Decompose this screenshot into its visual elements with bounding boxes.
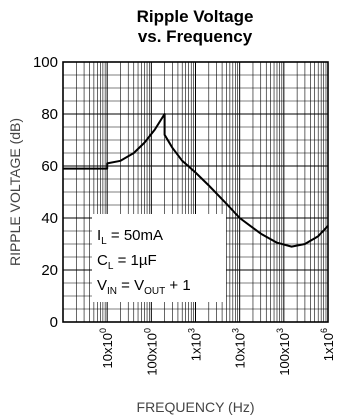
x-tick-label: 10x100: [98, 328, 115, 368]
plot-frame: [62, 61, 329, 323]
annotation-line: CL = 1µF: [97, 252, 157, 272]
y-tick-label: 0: [50, 314, 58, 331]
annotation-box: [92, 214, 226, 302]
x-tick-label: 10x103: [231, 328, 248, 368]
annotation-line: VIN = VOUT + 1: [97, 277, 191, 297]
x-tick-label: 100x100: [142, 328, 159, 376]
y-tick-label: 80: [41, 106, 58, 123]
chart-annotation: IL = 50mA CL = 1µF VIN = VOUT + 1: [92, 214, 226, 302]
y-axis-label: RIPPLE VOLTAGE (dB): [7, 118, 23, 266]
chart-series: [63, 113, 329, 248]
chart-title-line-2: vs. Frequency: [138, 27, 253, 46]
y-tick-label: 40: [41, 210, 58, 227]
x-tick-label: 1x106: [319, 328, 336, 361]
y-tick-label: 100: [33, 54, 58, 71]
y-tick-labels: 0 20 40 60 80 100: [33, 54, 58, 331]
annotation-line: IL = 50mA: [97, 227, 163, 247]
chart-title-line-1: Ripple Voltage: [137, 7, 254, 26]
x-tick-labels: 10x100 100x100 1x103 10x103 100x103 1x106: [98, 328, 336, 376]
x-axis-label: FREQUENCY (Hz): [137, 399, 255, 415]
y-tick-label: 20: [41, 262, 58, 279]
x-tick-label: 100x103: [275, 328, 292, 376]
x-tick-label: 1x103: [187, 328, 204, 361]
y-tick-label: 60: [41, 158, 58, 175]
ripple-voltage-line: [63, 113, 329, 248]
